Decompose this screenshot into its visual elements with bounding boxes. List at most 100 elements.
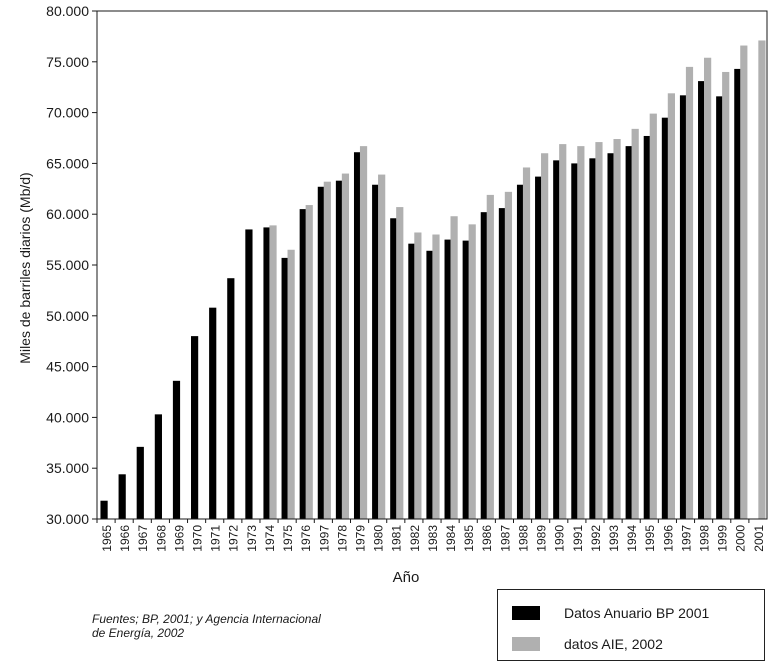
bar-bp (698, 81, 706, 519)
bar-bp (679, 95, 688, 519)
bar-aie (414, 232, 422, 519)
bar-aie (631, 128, 639, 519)
bar-bp (408, 243, 416, 519)
bar-bp (317, 186, 325, 519)
bar-aie (305, 205, 313, 519)
x-tick-label: 1975 (281, 525, 295, 552)
bar-bp (571, 163, 579, 519)
bar-aie (396, 207, 404, 519)
legend-swatch-aie (512, 637, 540, 651)
y-tick-label: 70.000 (46, 105, 89, 121)
bar-aie (559, 144, 567, 519)
bar-bp (154, 414, 162, 519)
bar-aie (595, 142, 603, 519)
legend-label-aie: datos AIE, 2002 (564, 636, 663, 652)
bar-bp (535, 176, 543, 519)
y-tick-label: 40.000 (46, 409, 89, 425)
bar-bp (372, 184, 380, 519)
bar-aie (740, 45, 748, 519)
x-tick-label: 1969 (172, 525, 186, 552)
bar-aie (341, 173, 350, 519)
x-tick-label: 1982 (408, 525, 422, 552)
x-tick-label: 1987 (498, 525, 512, 552)
x-tick-label: 1979 (353, 525, 367, 552)
y-axis-label: Miles de barriles diarios (Mb/d) (17, 172, 33, 363)
bar-aie (287, 249, 295, 519)
x-tick-label: 1997 (317, 525, 331, 552)
bar-aie (486, 194, 494, 519)
bar-bp (589, 158, 597, 519)
bar-aie (450, 216, 458, 519)
bar-aie (504, 191, 513, 519)
bar-aie (541, 153, 549, 520)
bar-aie (704, 57, 712, 520)
x-tick-label: 1993 (607, 525, 621, 552)
x-tick-label: 1974 (263, 525, 277, 552)
legend-label-bp: Datos Anuario BP 2001 (564, 605, 710, 621)
bar-aie (577, 146, 585, 520)
bar-aie (667, 93, 675, 520)
bar-bp (516, 184, 525, 519)
x-tick-label: 1986 (480, 525, 494, 552)
bar-bp (607, 153, 615, 520)
bar-aie (269, 225, 277, 519)
x-tick-label: 1997 (679, 525, 693, 552)
bar-aie (685, 66, 694, 519)
x-tick-label: 1999 (716, 525, 730, 552)
x-tick-label: 1980 (372, 525, 386, 552)
bar-bp (444, 239, 452, 519)
bar-bp (480, 212, 488, 519)
y-tick-label: 65.000 (46, 155, 89, 171)
bar-chart: Miles de barriles diarios (Mb/d) Año 30.… (17, 3, 768, 586)
x-tick-label: 1988 (516, 525, 530, 552)
x-tick-label: 1989 (535, 525, 549, 552)
x-tick-label: 1981 (390, 525, 404, 552)
bar-bp (661, 117, 670, 520)
x-tick-label: 1991 (571, 525, 585, 552)
x-tick-label: 2001 (752, 525, 766, 552)
bar-bp (136, 446, 144, 519)
legend-item-bp: Datos Anuario BP 2001 (512, 603, 709, 623)
x-tick-label: 1976 (299, 525, 313, 552)
bar-bp (172, 380, 181, 519)
x-tick-label: 1966 (118, 525, 132, 552)
y-tick-label: 60.000 (46, 206, 89, 222)
x-tick-label: 1970 (191, 525, 205, 552)
bar-bp (209, 307, 217, 519)
x-tick-label: 1973 (245, 525, 259, 552)
bar-aie (359, 146, 368, 520)
bar-bp (191, 336, 199, 519)
bar-bp (553, 160, 561, 520)
bar-bp (281, 257, 289, 519)
bar-aie (722, 71, 730, 520)
bar-aie (758, 40, 766, 520)
bar-aie (468, 224, 476, 520)
bar-bp (100, 500, 108, 519)
bar-bp (118, 474, 126, 519)
source-note-line-1: Fuentes; BP, 2001; y Agencia Internacion… (92, 612, 321, 626)
y-tick-label: 80.000 (46, 3, 89, 19)
bar-bp (227, 278, 235, 519)
bar-bp (353, 152, 362, 519)
y-axis-ticks: 30.000 35.000 40.000 45.000 50.000 55.000 60.0… (46, 3, 97, 527)
x-tick-label: 1998 (698, 525, 712, 552)
legend-swatch-bp (512, 606, 540, 620)
bar-bp (299, 209, 307, 519)
x-tick-label: 1984 (444, 525, 458, 552)
x-tick-label: 1968 (154, 525, 168, 552)
y-tick-label: 50.000 (46, 308, 89, 324)
x-tick-label: 1965 (100, 525, 114, 552)
x-axis-ticks: 1965 1966 1967 1968 1969 1970 1971 1972 1973 1974… (96, 519, 766, 552)
x-tick-label: 1983 (426, 525, 440, 552)
y-tick-label: 35.000 (46, 460, 89, 476)
source-note-line-2: de Energía, 2002 (92, 626, 185, 640)
bar-aie (522, 167, 531, 520)
bar-aie (378, 174, 386, 520)
y-tick-label: 30.000 (46, 511, 89, 527)
x-tick-label: 1990 (553, 525, 567, 552)
bar-aie (613, 139, 621, 520)
bar-aie (323, 181, 331, 520)
bar-series (100, 40, 766, 520)
x-tick-label: 1967 (136, 525, 150, 552)
x-tick-label: 1971 (209, 525, 223, 552)
